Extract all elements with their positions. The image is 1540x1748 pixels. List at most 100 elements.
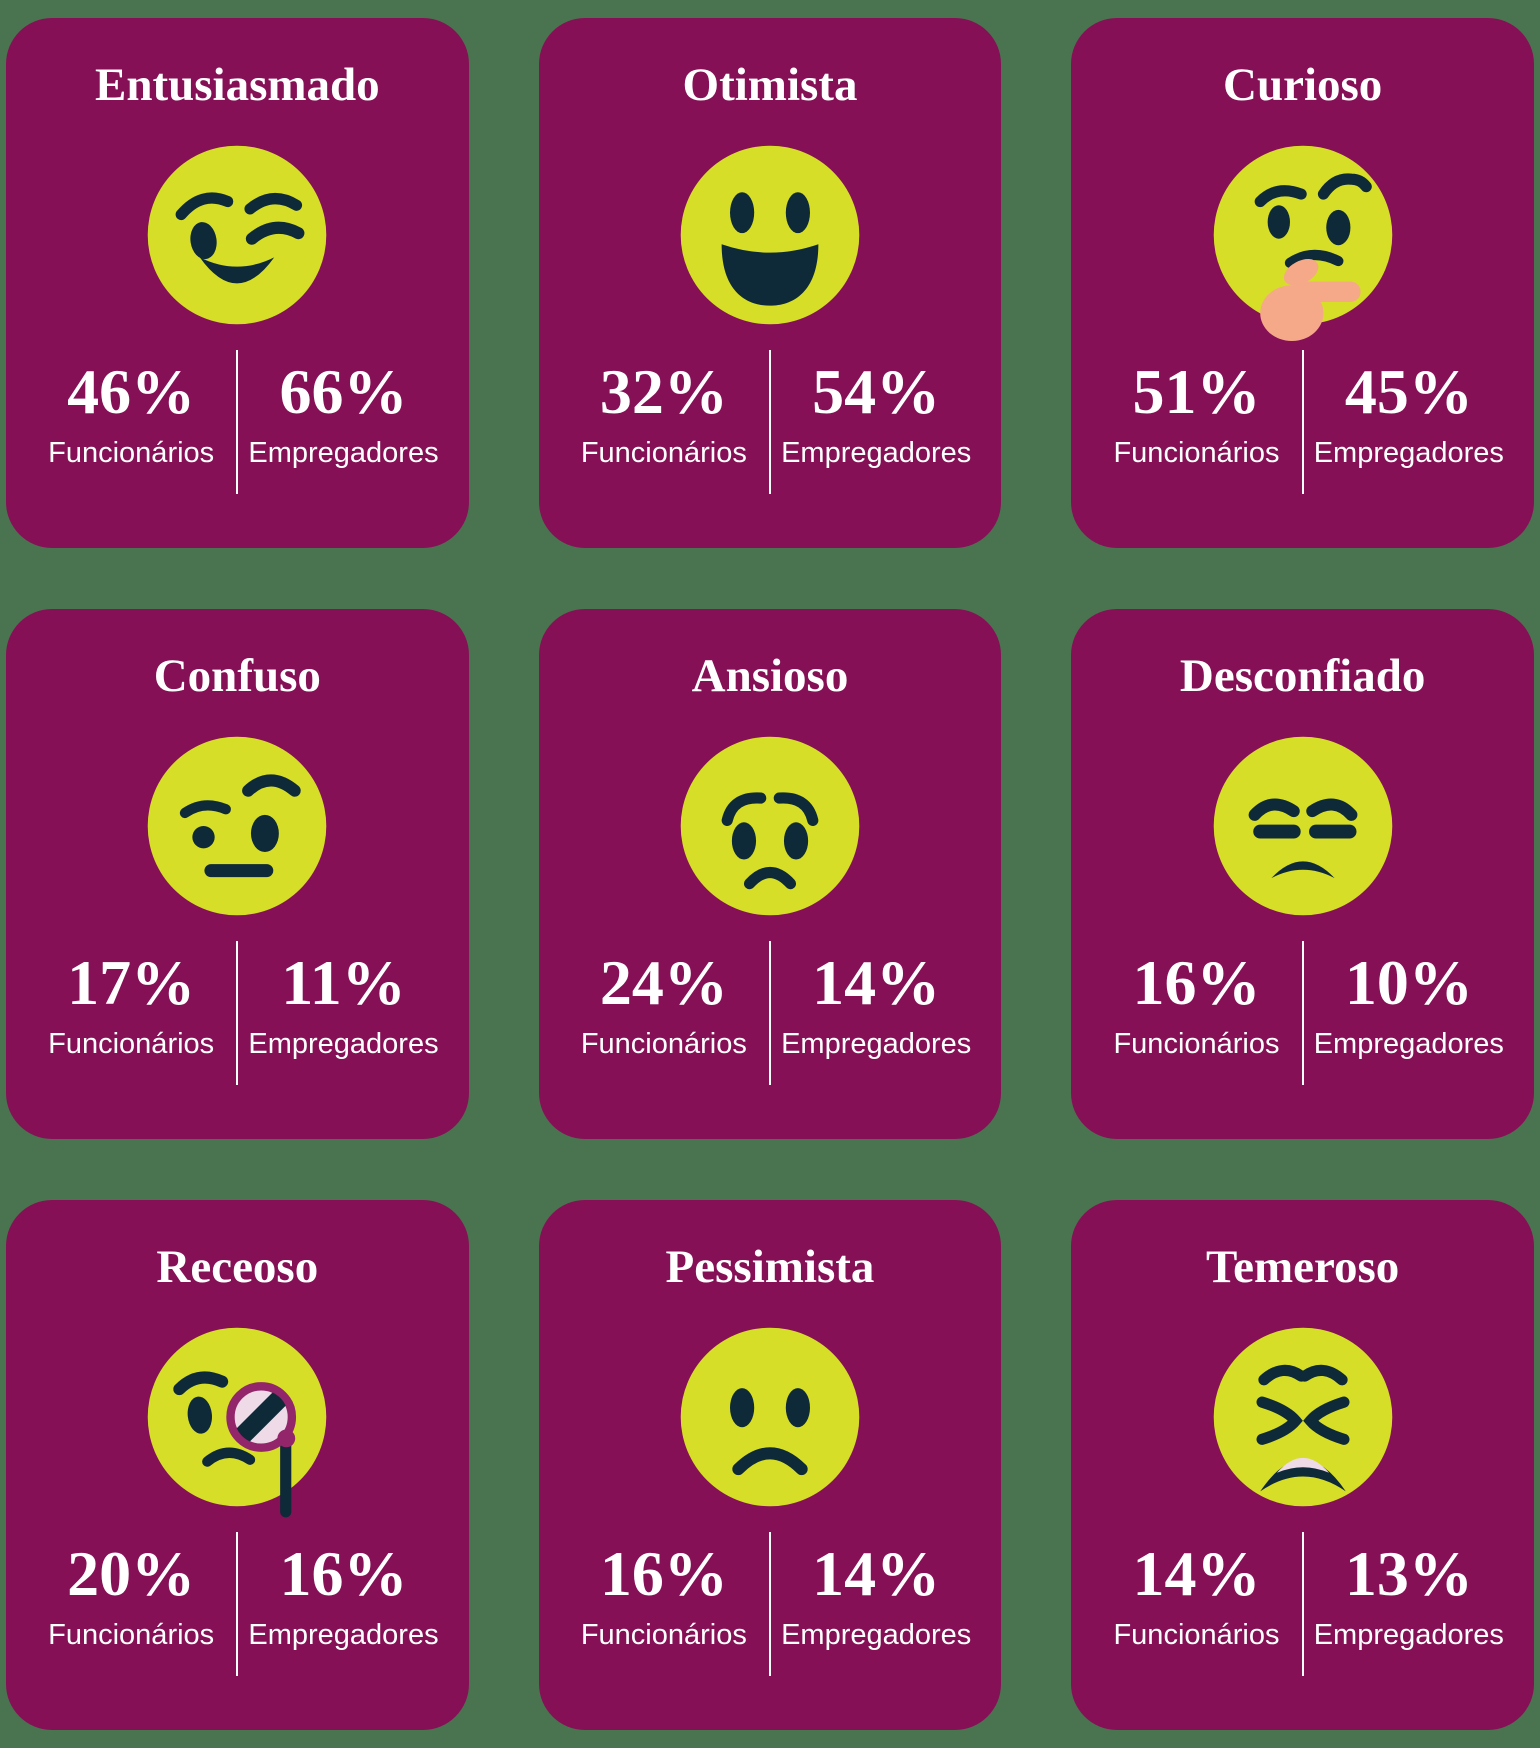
stats-row: 16% Funcionários 14% Empregadores [559,1532,982,1676]
card-title: Confuso [153,650,321,702]
card-title: Pessimista [665,1241,875,1293]
employees-label: Funcionários [580,1619,747,1651]
card-title: Ansioso [691,650,849,702]
stats-row: 46% Funcionários 66% Empregadores [26,350,449,494]
stat-divider [236,1532,239,1676]
stat-employees: 17% Funcionários [26,951,236,1083]
employees-label: Funcionários [48,437,215,469]
employees-label: Funcionários [1113,1619,1280,1651]
employers-percentage: 10% [1344,947,1473,1018]
employees-percentage: 14% [1132,1538,1261,1609]
worried-face-icon [677,733,863,929]
employees-percentage: 51% [1132,356,1261,427]
employers-label: Empregadores [781,1028,972,1060]
employees-percentage: 16% [599,1538,728,1609]
stat-employers: 14% Empregadores [771,951,981,1083]
stat-employers: 11% Empregadores [238,951,448,1083]
employers-label: Empregadores [781,437,972,469]
employees-percentage: 16% [1132,947,1261,1018]
employers-label: Empregadores [248,437,439,469]
raised-eyebrow-face-icon [144,733,330,929]
employers-percentage: 14% [812,947,941,1018]
stat-employers: 10% Empregadores [1304,951,1514,1083]
stats-row: 51% Funcionários 45% Empregadores [1091,350,1514,494]
grinning-face-icon [677,142,863,338]
monocle-face-icon [144,1324,330,1520]
unamused-face-icon [1210,733,1396,929]
frowning-face-icon [677,1324,863,1520]
card-title: Temeroso [1206,1241,1400,1293]
card-title: Receoso [156,1241,319,1293]
stat-employees: 24% Funcionários [559,951,769,1083]
card-title: Desconfiado [1179,650,1426,702]
employers-label: Empregadores [1313,1619,1504,1651]
stat-divider [769,1532,771,1676]
employers-percentage: 66% [279,356,408,427]
card-title: Entusiasmado [94,59,380,111]
stat-divider [236,941,239,1085]
employees-label: Funcionários [1113,1028,1280,1060]
card-title: Curioso [1223,59,1383,111]
employees-percentage: 20% [67,1538,196,1609]
emotion-card-curioso: Curioso 51% Funcionários [1071,18,1534,548]
stat-employers: 13% Empregadores [1304,1542,1514,1674]
employees-label: Funcionários [580,437,747,469]
anguished-face-icon [1210,1324,1396,1520]
employers-percentage: 16% [279,1538,408,1609]
winking-face-icon [144,142,330,338]
stat-divider [236,350,239,494]
stats-row: 17% Funcionários 11% Empregadores [26,941,449,1085]
employees-label: Funcionários [580,1028,747,1060]
stats-row: 20% Funcionários 16% Empregadores [26,1532,449,1676]
stat-employees: 32% Funcionários [559,360,769,492]
employers-label: Empregadores [1313,437,1504,469]
emotion-card-confuso: Confuso 17% Funcionários 11% Empregadore… [6,609,469,1139]
emotion-card-temeroso: Temeroso 14% Funcionários 13% Empregador… [1071,1200,1534,1730]
employers-label: Empregadores [248,1028,439,1060]
stat-divider [769,941,771,1085]
employees-label: Funcionários [1113,437,1280,469]
stats-row: 14% Funcionários 13% Empregadores [1091,1532,1514,1676]
employers-label: Empregadores [1313,1028,1504,1060]
stat-employees: 46% Funcionários [26,360,236,492]
stats-row: 32% Funcionários 54% Empregadores [559,350,982,494]
stat-employers: 66% Empregadores [238,360,448,492]
stat-employees: 51% Funcionários [1091,360,1301,492]
stat-employers: 14% Empregadores [771,1542,981,1674]
stat-employers: 16% Empregadores [238,1542,448,1674]
stat-divider [1301,350,1304,494]
emotion-card-pessimista: Pessimista 16% Funcionários 14% Empregad… [538,1200,1002,1730]
employees-percentage: 17% [67,947,196,1018]
stat-divider [1301,1532,1304,1676]
stat-employees: 16% Funcionários [559,1542,769,1674]
card-title: Otimista [682,59,858,111]
stat-divider [769,350,771,494]
stats-row: 16% Funcionários 10% Empregadores [1091,941,1514,1085]
stat-employers: 54% Empregadores [771,360,981,492]
employers-percentage: 13% [1344,1538,1473,1609]
emotion-card-desconfiado: Desconfiado 16% Funcionários 10% Emprega… [1071,609,1534,1139]
stat-employees: 14% Funcionários [1091,1542,1301,1674]
employers-percentage: 11% [281,947,406,1018]
employers-label: Empregadores [781,1619,972,1651]
stat-employees: 16% Funcionários [1091,951,1301,1083]
employees-percentage: 24% [599,947,728,1018]
employees-label: Funcionários [48,1619,215,1651]
employers-label: Empregadores [248,1619,439,1651]
employers-percentage: 45% [1344,356,1473,427]
stat-employees: 20% Funcionários [26,1542,236,1674]
emotion-card-entusiasmado: Entusiasmado 46% Funcionários 66% Empreg… [6,18,469,548]
employers-percentage: 54% [812,356,941,427]
emotion-card-receoso: Receoso 20% Funcionários 16% E [6,1200,469,1730]
stat-employers: 45% Empregadores [1304,360,1514,492]
stat-divider [1301,941,1304,1085]
employees-label: Funcionários [48,1028,215,1060]
emotion-card-otimista: Otimista 32% Funcionários 54% Empregador… [538,18,1002,548]
stats-row: 24% Funcionários 14% Empregadores [559,941,982,1085]
employers-percentage: 14% [812,1538,941,1609]
employees-percentage: 32% [599,356,728,427]
thinking-face-icon [1210,142,1396,342]
employees-percentage: 46% [67,356,196,427]
hand-on-chin [1259,259,1361,342]
